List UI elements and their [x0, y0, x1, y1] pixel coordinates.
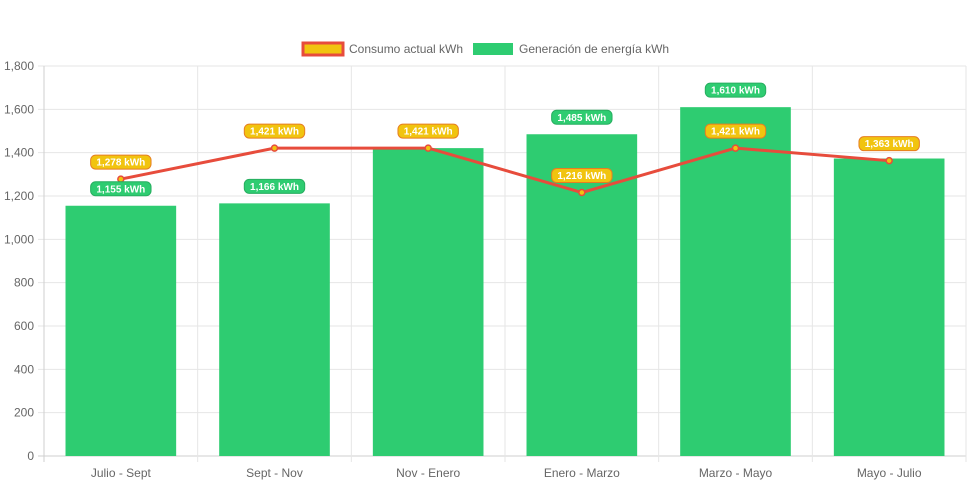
line-data-label-bg: [858, 136, 920, 152]
y-tick-label: 600: [14, 319, 34, 333]
line-point: [424, 144, 432, 152]
legend-swatch-generacion: [473, 43, 513, 55]
line-data-label-text: 1,278 kWh: [96, 158, 145, 169]
line-data-label-text: 1,421 kWh: [404, 127, 453, 138]
y-tick-label: 400: [14, 362, 34, 376]
bar-data-label-bg: [90, 181, 152, 197]
y-tick-label: 0: [27, 449, 34, 463]
line-data-label: 1,216 kWh: [551, 168, 613, 184]
bar-data-label-text: 1,610 kWh: [711, 86, 760, 97]
y-tick-label: 1,000: [4, 232, 34, 246]
line-data-label-text: 1,216 kWh: [557, 171, 606, 182]
x-axis: Julio - Sept Sept - Nov Nov - Enero Enero -…: [91, 466, 922, 480]
y-tick-label: 200: [14, 406, 34, 420]
line-data-label-bg: [397, 123, 459, 139]
x-tick-label: Mayo - Julio: [857, 466, 922, 480]
line-data-label: 1,421 kWh: [397, 123, 459, 139]
line-point: [578, 188, 586, 197]
line-data-label: 1,363 kWh: [858, 136, 920, 152]
y-tick-label: 1,200: [4, 189, 34, 203]
line-point: [117, 175, 125, 183]
y-axis: 0 200 400 600 800 1,000 1,200 1,400 1,600 1,800: [4, 59, 34, 463]
bar-data-label-bg: [704, 82, 767, 98]
legend: Consumo actual kWh Generación de energía …: [301, 41, 669, 57]
x-tick-label: Sept - Nov: [246, 466, 303, 480]
bar-data-label: 1,166 kWh: [243, 178, 306, 194]
bar: [680, 107, 791, 457]
bar-data-label-text: 1,155 kWh: [96, 184, 145, 195]
line-point: [270, 144, 279, 152]
line-data-label-bg: [243, 123, 306, 139]
bar-data-label: 1,485 kWh: [551, 109, 613, 125]
x-tick-label: Marzo - Mayo: [699, 466, 773, 480]
legend-label-consumo: Consumo actual kWh: [349, 42, 463, 56]
line-data-label-bg: [704, 123, 767, 139]
x-tick-label: Julio - Sept: [91, 466, 152, 480]
line-data-label-text: 1,421 kWh: [250, 127, 299, 138]
y-tick-label: 800: [14, 276, 34, 290]
bar: [833, 158, 945, 456]
bar: [372, 148, 484, 456]
bar-data-label-bg: [551, 109, 613, 125]
line-data-label-text: 1,363 kWh: [865, 139, 914, 150]
y-tick-label: 1,800: [4, 59, 34, 73]
line-data-label: 1,278 kWh: [90, 154, 152, 170]
line-point: [731, 144, 740, 152]
x-tick-label: Enero - Marzo: [544, 466, 620, 480]
bar-data-label-bg: [243, 178, 306, 194]
bar: [219, 203, 330, 456]
bar-data-label: 1,610 kWh: [704, 82, 767, 98]
line-data-label: 1,421 kWh: [243, 123, 306, 139]
line-data-label-text: 1,421 kWh: [711, 127, 760, 138]
line-data-label-bg: [551, 168, 613, 184]
bar-data-label: 1,155 kWh: [90, 181, 152, 197]
bar-series: [65, 107, 945, 457]
bar-data-label-text: 1,166 kWh: [250, 182, 299, 193]
legend-label-generacion: Generación de energía kWh: [519, 42, 669, 56]
bar: [526, 134, 638, 456]
series-line: [120, 146, 890, 195]
grid: [38, 65, 967, 462]
y-tick-label: 1,600: [4, 102, 34, 116]
bar: [65, 205, 177, 456]
line-data-label: 1,421 kWh: [704, 123, 767, 139]
bar-data-label-text: 1,485 kWh: [557, 113, 606, 124]
line-point: [885, 156, 893, 165]
x-tick-label: Nov - Enero: [396, 466, 460, 480]
line-data-label-bg: [90, 154, 152, 170]
y-tick-label: 1,400: [4, 146, 34, 160]
legend-swatch-consumo: [301, 41, 345, 57]
data-labels: 1,155 kWh 1,166 kWh 1,485 kWh 1,610 kWh 1,27…: [90, 82, 920, 197]
